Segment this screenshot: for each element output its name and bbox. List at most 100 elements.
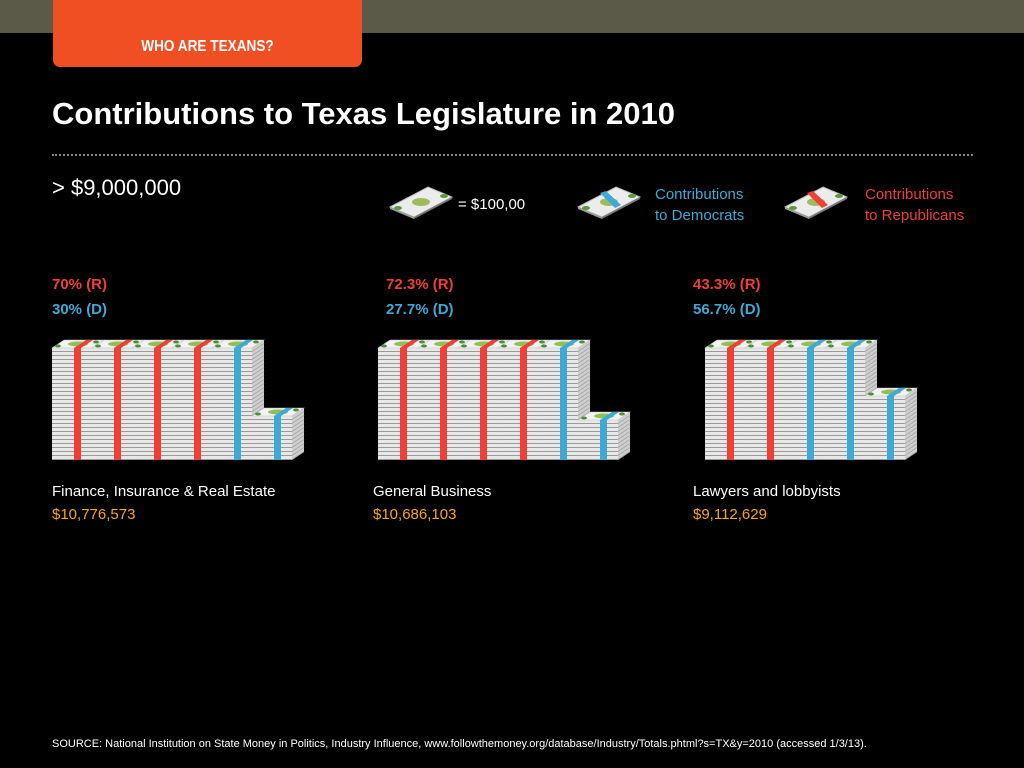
legend-rep-line1: Contributions [865,186,954,203]
panel-2-industry: General Business [373,483,492,500]
bill-edge [291,439,305,448]
bill-edge [291,451,305,460]
panel-1-industry: Finance, Insurance & Real Estate [52,483,276,500]
stack-band [440,348,447,460]
bill-edge [617,451,631,460]
bill-edge [864,359,878,368]
bill-edge [617,439,631,448]
money-stack [864,387,918,460]
bill-edge [577,355,591,364]
bill-edge [617,419,631,428]
stack-band [114,348,121,460]
stack-top-seal [381,344,387,348]
stack-band-top [847,340,866,348]
bill-edge [291,419,305,428]
stack-band-top [560,340,579,348]
stack-top-seal [213,340,219,344]
stack-top-seal [93,340,99,344]
bill-edge [251,391,265,400]
bill-edge [577,375,591,384]
bill-edge [864,383,878,392]
bill-edge [904,391,918,400]
bill-edge [291,435,305,444]
section-tab[interactable]: WHO ARE TEXANS? [53,0,362,67]
stack-top-seal [499,340,505,344]
bill-edge [617,423,631,432]
stack-top-seal [868,392,874,396]
bill-edge [904,447,918,456]
stack-band [194,348,201,460]
bill-edge [864,375,878,384]
stack-top-seal [55,344,61,348]
money-stack [251,407,305,460]
bill-edge [617,447,631,456]
bill-edge [577,347,591,356]
bill-edge [577,371,591,380]
stack-band [274,416,281,460]
bill-edge [577,379,591,388]
bill-edge [291,447,305,456]
stack-band [520,348,527,460]
bill-edge [904,427,918,436]
legend-unit-label: = $100,00 [458,196,526,213]
panel-3-amount: $9,112,629 [693,506,767,523]
panel-3-dem-pct: 56.7% (D) [693,301,761,318]
bill-edge [577,403,591,412]
bill-edge [904,415,918,424]
stack-band [480,348,487,460]
stack-top-seal [619,412,625,416]
panel-stacks [704,339,918,460]
stack-band-top [767,340,786,348]
stack-top-seal [708,344,714,348]
stack-band [807,348,814,460]
stack-band-top [74,340,93,348]
bill-edge [251,367,265,376]
stack-band [600,420,607,460]
bill-edge [251,375,265,384]
bill-edge [291,431,305,440]
stack-band-top [234,340,253,348]
bill-edge [864,367,878,376]
legend-dem-line1: Contributions [655,186,744,203]
money-stack [91,339,145,460]
stack-band [727,348,734,460]
bill-edge [251,399,265,408]
bill-edge [577,383,591,392]
stack-top-seal [95,344,101,348]
bill-edge [864,379,878,388]
legend-democrats: Contributions to Democrats [655,184,744,226]
legend-republicans: Contributions to Republicans [865,184,964,226]
stack-top-seal [866,340,872,344]
bill-edge [864,355,878,364]
stack-top-seal [293,408,299,412]
panel-1-rep-pct: 70% (R) [52,276,108,293]
panel-2-dem-pct: 27.7% (D) [386,301,454,318]
bill-edge [251,347,265,356]
stack-top-seal [748,344,754,348]
stack-band [560,348,567,460]
bill-edge [251,379,265,388]
bill-edge [577,391,591,400]
stack-body [252,416,292,460]
money-republican-icon [783,186,849,219]
bill-edge [577,407,591,416]
bill-edge [864,347,878,356]
section-tab-label: WHO ARE TEXANS? [141,38,274,55]
stack-band-top [194,340,213,348]
bill-edge [577,351,591,360]
bill-edge [577,363,591,372]
money-democrat-icon [576,186,642,219]
bill-edge [251,383,265,392]
money-icon [388,186,454,219]
stack-top-seal [133,340,139,344]
panel-3-rep-pct: 43.3% (R) [693,276,761,293]
bill-edge [617,431,631,440]
panel-1-amount: $10,776,573 [52,506,136,523]
stack-top-seal [541,344,547,348]
stack-top-seal [828,344,834,348]
bill-edge [904,431,918,440]
stack-top-seal [459,340,465,344]
stack-top-seal [906,388,912,392]
source-note: SOURCE: National Institution on State Mo… [52,738,867,750]
